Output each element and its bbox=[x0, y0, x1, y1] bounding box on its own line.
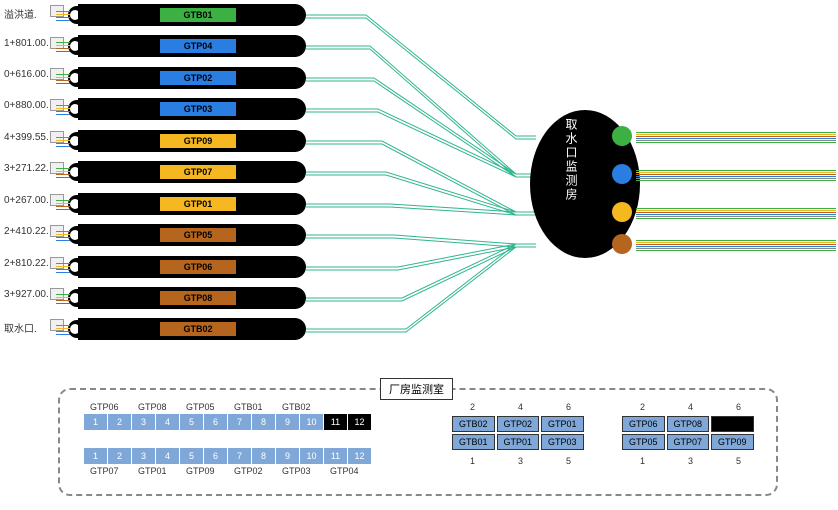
strip-row2: 123456789101112 bbox=[84, 448, 372, 464]
hub-port-2 bbox=[612, 202, 632, 222]
hub-port-1 bbox=[612, 164, 632, 184]
hub-port-0 bbox=[612, 126, 632, 146]
cable-tag: GTP08 bbox=[160, 291, 236, 305]
cable-tag: GTP07 bbox=[160, 165, 236, 179]
strip-row1: 123456789101112 bbox=[84, 414, 372, 430]
cable-tag: GTP01 bbox=[160, 197, 236, 211]
cable-tag: GTP09 bbox=[160, 134, 236, 148]
monitoring-room-label: 厂房监测室 bbox=[380, 378, 453, 400]
hub-label: 取水口监测房 bbox=[564, 118, 580, 202]
cable-diagram: 取水口监测房 厂房监测室 溢洪道. 1+801.00. 0+616.00. 0+880… bbox=[0, 0, 838, 510]
cable-tag: GTP06 bbox=[160, 260, 236, 274]
side-label-3: 0+880.00. bbox=[4, 100, 49, 111]
side-label-1: 1+801.00. bbox=[4, 38, 49, 49]
side-label-10: 取水口. bbox=[4, 320, 37, 335]
cable-tag: GTB02 bbox=[160, 322, 236, 336]
hub-port-3 bbox=[612, 234, 632, 254]
cable-tag: GTB01 bbox=[160, 8, 236, 22]
side-label-8: 2+810.22. bbox=[4, 258, 49, 269]
side-label-2: 0+616.00. bbox=[4, 69, 49, 80]
cable-tag: GTP03 bbox=[160, 102, 236, 116]
cable-tag: GTP04 bbox=[160, 39, 236, 53]
side-label-5: 3+271.22. bbox=[4, 163, 49, 174]
side-label-4: 4+399.55. bbox=[4, 132, 49, 143]
cable-tag: GTP02 bbox=[160, 71, 236, 85]
side-label-7: 2+410.22. bbox=[4, 226, 49, 237]
side-label-0: 溢洪道. bbox=[4, 6, 37, 21]
side-label-6: 0+267.00. bbox=[4, 195, 49, 206]
side-label-9: 3+927.00. bbox=[4, 289, 49, 300]
cable-tag: GTP05 bbox=[160, 228, 236, 242]
